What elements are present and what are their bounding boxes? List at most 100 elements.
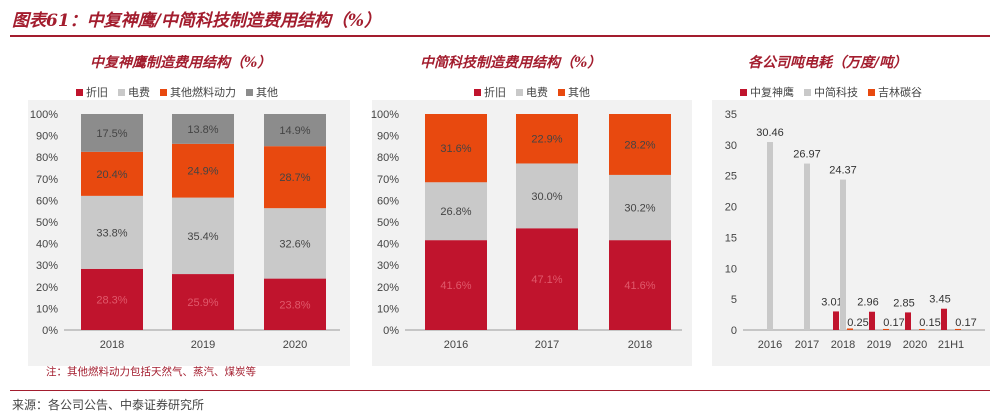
bar-其他 xyxy=(516,114,578,164)
source-rule xyxy=(10,390,990,391)
chart1-legend: 折旧 电费 其他燃料动力 其他 xyxy=(76,84,278,100)
y-tick-label: 0% xyxy=(42,325,58,337)
legend-swatch xyxy=(474,88,481,96)
x-tick-label: 2019 xyxy=(191,339,215,351)
chart3-title: 各公司吨电耗（万度/吨） xyxy=(748,55,908,71)
bar-电费 xyxy=(81,195,143,269)
y-tick-label: 20% xyxy=(377,282,399,294)
footnote: 注：其他燃料动力包括天然气、蒸汽、煤炭等 xyxy=(46,366,256,378)
x-tick-label: 2020 xyxy=(283,339,307,351)
chart3-legend: 中复神鹰 中简科技 吉林碳谷 xyxy=(740,84,922,100)
bar-其他燃料动力 xyxy=(81,151,143,196)
data-label: 26.8% xyxy=(440,206,471,218)
figure-title: 图表61：中复神鹰/中简科技制造费用结构（%） xyxy=(12,11,382,31)
y-tick-label: 30 xyxy=(725,140,737,152)
data-label: 3.45 xyxy=(929,294,950,306)
y-tick-label: 40% xyxy=(36,239,58,251)
y-tick-label: 90% xyxy=(36,131,58,143)
legend-swatch xyxy=(246,88,253,96)
legend-label: 其他 xyxy=(568,86,590,99)
y-tick-label: 35 xyxy=(725,109,737,121)
y-tick-label: 60% xyxy=(36,195,58,207)
y-tick-label: 80% xyxy=(377,152,399,164)
bar-电费 xyxy=(516,163,578,229)
y-tick-label: 80% xyxy=(36,152,58,164)
y-tick-label: 15 xyxy=(725,232,737,244)
legend-item: 其他 xyxy=(558,84,590,100)
legend-item: 其他 xyxy=(246,84,278,100)
legend-swatch xyxy=(558,88,565,96)
legend-label: 吉林碳谷 xyxy=(878,86,922,99)
bar-吉林碳谷 xyxy=(847,328,853,330)
legend-label: 中复神鹰 xyxy=(750,86,794,99)
y-tick-label: 10 xyxy=(725,263,737,275)
y-tick-label: 50% xyxy=(36,217,58,229)
legend-swatch xyxy=(160,88,167,96)
bar-折旧 xyxy=(609,240,671,330)
data-label: 23.8% xyxy=(279,299,310,311)
x-tick-label: 21H1 xyxy=(938,339,964,351)
x-tick-label: 2018 xyxy=(628,339,652,351)
bar-吉林碳谷 xyxy=(883,328,889,330)
bar-其他 xyxy=(609,114,671,175)
data-label: 22.9% xyxy=(531,134,562,146)
bar-中简科技 xyxy=(840,179,846,330)
data-label: 41.6% xyxy=(440,280,471,292)
y-tick-label: 5 xyxy=(731,294,737,306)
legend-item: 吉林碳谷 xyxy=(868,84,922,100)
data-label: 47.1% xyxy=(531,274,562,286)
bar-折旧 xyxy=(425,240,487,330)
source-text: 来源：各公司公告、中泰证券研究所 xyxy=(12,398,205,412)
y-tick-label: 100% xyxy=(30,109,58,121)
chart2-title: 中简科技制造费用结构（%） xyxy=(420,55,602,71)
legend-item: 折旧 xyxy=(474,84,506,100)
data-label: 30.0% xyxy=(531,191,562,203)
legend-swatch xyxy=(804,88,811,96)
data-label: 2.96 xyxy=(857,297,878,309)
bar-其他 xyxy=(264,114,326,147)
bar-中复神鹰 xyxy=(941,308,947,330)
legend-label: 折旧 xyxy=(86,86,108,99)
bar-电费 xyxy=(264,208,326,279)
x-tick-label: 2018 xyxy=(100,339,124,351)
bar-折旧 xyxy=(81,268,143,330)
legend-swatch xyxy=(516,88,523,96)
data-label: 30.2% xyxy=(624,203,655,215)
data-label: 41.6% xyxy=(624,280,655,292)
legend-swatch xyxy=(868,88,875,96)
legend-swatch xyxy=(76,88,83,96)
y-tick-label: 50% xyxy=(377,217,399,229)
y-tick-label: 30% xyxy=(377,260,399,272)
data-label: 25.9% xyxy=(187,297,218,309)
x-tick-label: 2016 xyxy=(444,339,468,351)
data-label: 2.85 xyxy=(893,297,914,309)
bar-其他 xyxy=(81,114,143,152)
data-label: 28.7% xyxy=(279,172,310,184)
bar-中复神鹰 xyxy=(833,311,839,330)
y-tick-label: 20% xyxy=(36,282,58,294)
chart2-legend: 折旧 电费 其他 xyxy=(474,84,590,100)
y-tick-label: 0 xyxy=(731,325,737,337)
bar-吉林碳谷 xyxy=(955,328,961,330)
bar-中简科技 xyxy=(767,142,773,330)
y-tick-label: 10% xyxy=(36,303,58,315)
data-label: 24.9% xyxy=(187,166,218,178)
y-tick-label: 20 xyxy=(725,202,737,214)
data-label: 0.17 xyxy=(883,317,904,329)
y-tick-label: 60% xyxy=(377,195,399,207)
y-tick-label: 30% xyxy=(36,260,58,272)
legend-item: 折旧 xyxy=(76,84,108,100)
x-tick-label: 2018 xyxy=(831,339,855,351)
data-label: 35.4% xyxy=(187,231,218,243)
legend-item: 其他燃料动力 xyxy=(160,84,236,100)
legend-item: 中简科技 xyxy=(804,84,858,100)
legend-label: 折旧 xyxy=(484,86,506,99)
data-label: 0.17 xyxy=(955,317,976,329)
data-label: 17.5% xyxy=(96,128,127,140)
data-label: 20.4% xyxy=(96,169,127,181)
legend-item: 电费 xyxy=(516,84,548,100)
y-tick-label: 40% xyxy=(377,239,399,251)
x-tick-label: 2016 xyxy=(758,339,782,351)
bar-折旧 xyxy=(516,228,578,330)
bar-吉林碳谷 xyxy=(919,329,925,330)
